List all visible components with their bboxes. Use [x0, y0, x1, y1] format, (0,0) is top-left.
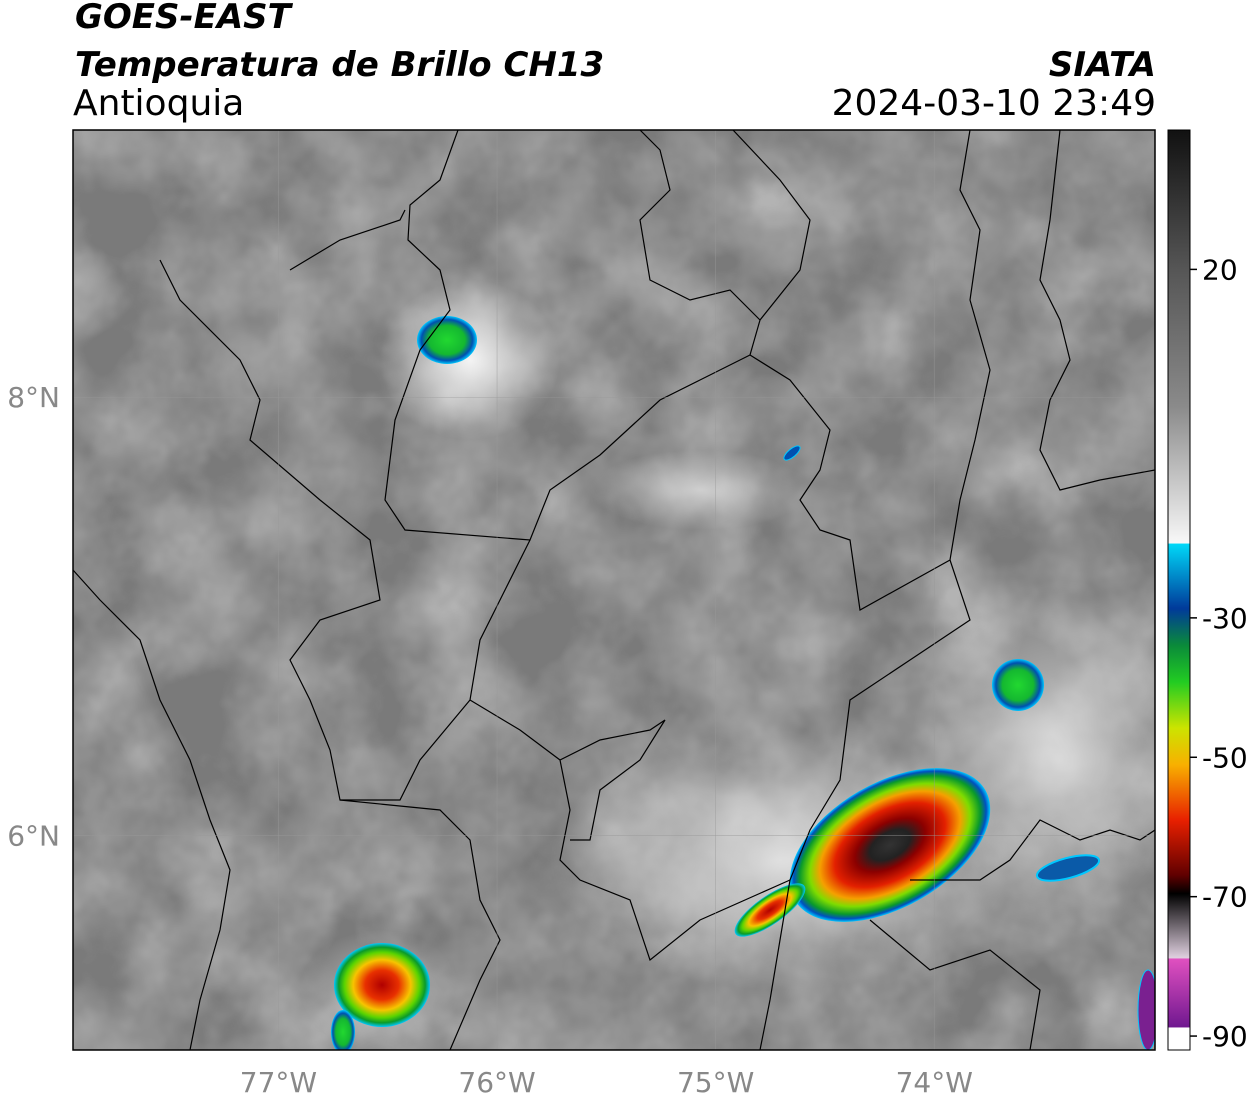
subtitle: Temperatura de Brillo CH13 [75, 45, 605, 85]
colorbar-tick-label: -90 [1202, 1020, 1248, 1053]
source: SIATA [1048, 45, 1156, 85]
x-tick-label: 77°W [240, 1066, 317, 1099]
y-tick-label: 6°N [7, 819, 60, 852]
graticule [73, 130, 1155, 1050]
x-tick-label: 74°W [896, 1066, 973, 1099]
colorbar-tick-label: 20 [1202, 253, 1238, 286]
colorbar-tick-label: -50 [1202, 741, 1248, 774]
title: GOES-EAST [75, 0, 291, 37]
x-tick-label: 75°W [677, 1066, 754, 1099]
borders [73, 130, 1155, 1050]
colorbar-tick-label: -70 [1202, 881, 1248, 914]
y-tick-label: 8°N [7, 381, 60, 414]
axes: 77°W 76°W 75°W 74°W 8°N 6°N 20 -30 -50 -70 -90 [7, 253, 1248, 1099]
region: Antioquia [73, 83, 245, 124]
colorbar-tick-label: -30 [1202, 602, 1248, 635]
map-frame [72, 129, 1156, 1051]
x-tick-label: 76°W [458, 1066, 535, 1099]
colorbar [1167, 129, 1191, 1051]
satellite-image [73, 130, 1155, 1050]
datetime: 2024-03-10 23:49 [831, 83, 1156, 124]
